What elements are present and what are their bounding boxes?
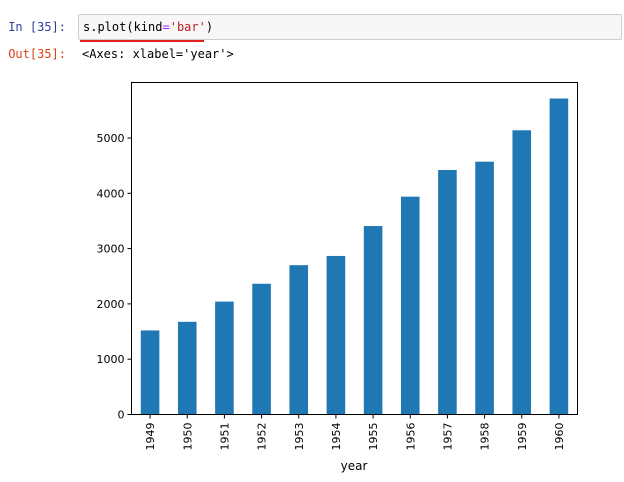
- code-text: s.plot(kind='bar'): [83, 20, 213, 34]
- x-tick-label: 1953: [293, 423, 306, 451]
- y-tick-label: 0: [118, 409, 125, 422]
- red-underline-annotation: [80, 40, 204, 42]
- x-axis-label: year: [341, 459, 368, 473]
- axes-frame: [131, 82, 578, 415]
- bar-1955: [363, 226, 383, 415]
- code-suffix: ): [205, 20, 214, 34]
- bar-1954: [326, 255, 346, 415]
- bar-1956: [400, 196, 420, 415]
- bar-1950: [177, 321, 197, 415]
- code-operator: =: [162, 20, 170, 34]
- bar-1949: [140, 330, 160, 415]
- x-tick-label: 1951: [218, 423, 231, 451]
- bar-1957: [438, 170, 457, 415]
- x-tick-label: 1950: [181, 423, 194, 451]
- x-tick-label: 1955: [367, 423, 380, 451]
- bar-1958: [475, 161, 494, 415]
- code-prefix: s.plot(kind: [83, 20, 163, 34]
- x-tick-label: 1957: [441, 423, 454, 451]
- x-tick-label: 1958: [479, 423, 492, 451]
- bar-1960: [549, 98, 569, 415]
- output-prompt: Out[35]:: [8, 47, 66, 61]
- y-tick-label: 4000: [97, 187, 125, 200]
- x-tick-label: 1959: [516, 423, 529, 451]
- code-string: 'bar': [169, 20, 206, 34]
- bar-1951: [215, 301, 234, 415]
- y-tick-label: 1000: [97, 353, 125, 366]
- x-tick-label: 1960: [553, 423, 566, 451]
- y-tick-label: 5000: [97, 132, 125, 145]
- code-cell-input[interactable]: s.plot(kind='bar'): [78, 14, 622, 40]
- bar-1953: [289, 265, 309, 415]
- bar-1952: [252, 283, 271, 415]
- x-tick-label: 1956: [404, 423, 417, 451]
- x-tick-label: 1949: [144, 423, 157, 451]
- x-tick-label: 1954: [330, 423, 343, 451]
- bar-1959: [512, 130, 532, 415]
- input-prompt: In [35]:: [8, 20, 66, 34]
- x-tick-label: 1952: [256, 423, 269, 451]
- y-tick-label: 2000: [97, 298, 125, 311]
- y-tick-label: 3000: [97, 243, 125, 256]
- output-text: <Axes: xlabel='year'>: [82, 47, 234, 61]
